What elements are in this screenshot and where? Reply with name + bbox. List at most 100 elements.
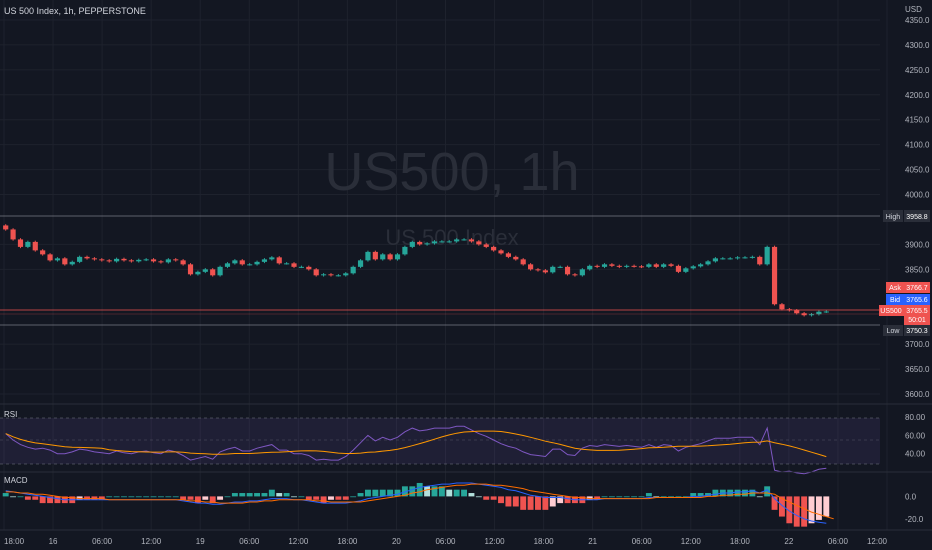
macd-histogram-bar xyxy=(298,496,305,498)
candle xyxy=(698,264,704,267)
macd-histogram-bar xyxy=(305,496,312,500)
rsi-label[interactable]: RSI xyxy=(4,410,18,419)
macd-histogram-bar xyxy=(801,496,808,527)
macd-histogram-bar xyxy=(342,496,349,500)
macd-histogram-bar xyxy=(498,496,504,504)
macd-histogram-bar xyxy=(764,486,771,497)
macd-histogram-bar xyxy=(379,489,386,497)
macd-histogram-bar xyxy=(815,496,822,520)
time-tick-label: 06:00 xyxy=(239,537,260,546)
candle xyxy=(387,254,393,260)
candle xyxy=(505,253,511,257)
candle xyxy=(417,241,423,245)
candle xyxy=(572,274,578,276)
candle xyxy=(631,265,637,267)
candle xyxy=(335,275,341,277)
candle xyxy=(247,264,253,266)
high-badge-value: 3958.8 xyxy=(906,214,928,221)
macd-histogram-bar xyxy=(350,496,357,498)
macd-histogram-bar xyxy=(254,493,261,497)
grid xyxy=(0,0,888,530)
candle xyxy=(712,258,718,262)
bid-badge-value: 3765.6 xyxy=(906,297,928,304)
time-axis[interactable]: 18:00 16 06:00 12:00 19 06:00 12:00 18:00 20 06:0… xyxy=(4,537,888,546)
candle xyxy=(483,244,489,247)
macd-histogram-bar xyxy=(394,489,401,497)
candle xyxy=(609,264,615,266)
candle xyxy=(40,250,46,255)
macd-histogram-bar xyxy=(461,489,468,497)
candle xyxy=(446,241,452,243)
macd-histogram-bar xyxy=(313,496,320,500)
candle xyxy=(468,239,475,242)
macd-histogram-bar xyxy=(194,496,201,504)
macd-histogram-bar xyxy=(364,489,371,497)
candle xyxy=(313,269,319,276)
candle xyxy=(675,265,682,272)
macd-histogram-bar xyxy=(697,493,704,497)
macd-histogram-bar xyxy=(483,496,490,500)
macd-histogram-bar xyxy=(54,496,61,504)
macd-histogram-bar xyxy=(209,496,216,504)
macd-histogram-bar xyxy=(505,496,512,507)
time-tick-label: 18:00 xyxy=(534,537,555,546)
macd-histogram-bar xyxy=(557,496,564,504)
candle xyxy=(528,264,534,270)
time-tick-label: 18:00 xyxy=(4,537,25,546)
price-tick-label: 4300.0 xyxy=(905,41,930,50)
candle xyxy=(431,241,438,244)
macd-histogram-bar xyxy=(438,486,445,497)
candle xyxy=(757,256,763,265)
macd-histogram-bar xyxy=(660,496,667,498)
macd-label[interactable]: MACD xyxy=(4,476,28,485)
macd-histogram-bar xyxy=(675,496,682,498)
symbol-badge-value: 3765.5 xyxy=(906,308,928,315)
macd-histogram-bar xyxy=(631,496,638,498)
countdown-timer: 50:01 xyxy=(908,317,926,324)
macd-histogram-bar xyxy=(32,496,39,500)
macd-histogram-bar xyxy=(143,496,150,498)
macd-histogram-bar xyxy=(778,496,785,517)
price-axis[interactable]: 4350.0 4300.0 4250.0 4200.0 4150.0 4100.0 4050… xyxy=(905,16,930,399)
macd-histogram-bar xyxy=(409,486,416,497)
candle xyxy=(47,254,53,261)
bid-badge: Bid 3765.6 xyxy=(886,294,930,305)
macd-histogram-bar xyxy=(320,496,327,504)
macd-histogram-bar xyxy=(91,496,98,500)
candle xyxy=(195,271,201,275)
candle xyxy=(158,261,164,263)
candle xyxy=(321,274,327,276)
rsi-ma-line xyxy=(5,430,827,458)
time-tick-label: 12:00 xyxy=(141,537,162,546)
candle xyxy=(587,265,593,270)
candle xyxy=(106,260,112,262)
macd-histogram-bar xyxy=(387,489,394,497)
macd-axis: 0.0 -20.0 xyxy=(905,492,924,523)
candle xyxy=(32,241,38,251)
candle xyxy=(823,311,829,313)
candle xyxy=(143,259,149,261)
price-tick-label: 4200.0 xyxy=(905,91,930,100)
candle xyxy=(173,259,179,261)
chart-title[interactable]: US 500 Index, 1h, PEPPERSTONE xyxy=(4,6,146,16)
macd-histogram-bar xyxy=(76,496,83,500)
candle xyxy=(461,239,467,241)
candle xyxy=(513,256,519,260)
macd-histogram-bar xyxy=(431,486,438,497)
price-tick-label: 3650.0 xyxy=(905,365,930,374)
price-tick-label: 3850.0 xyxy=(905,265,930,274)
candle xyxy=(210,269,216,276)
macd-tick-label: 0.0 xyxy=(905,492,917,501)
macd-histogram-bar xyxy=(705,493,711,497)
macd-histogram-bar xyxy=(217,496,224,500)
candle xyxy=(224,263,231,267)
price-tick-label: 3700.0 xyxy=(905,340,930,349)
candle xyxy=(25,241,31,247)
rsi-tick-label: 40.00 xyxy=(905,450,926,459)
candle xyxy=(180,260,186,265)
macd-histogram-bar xyxy=(24,496,31,500)
macd-histogram-bar xyxy=(520,496,527,510)
price-tick-label: 4150.0 xyxy=(905,116,930,125)
candle xyxy=(668,264,674,266)
